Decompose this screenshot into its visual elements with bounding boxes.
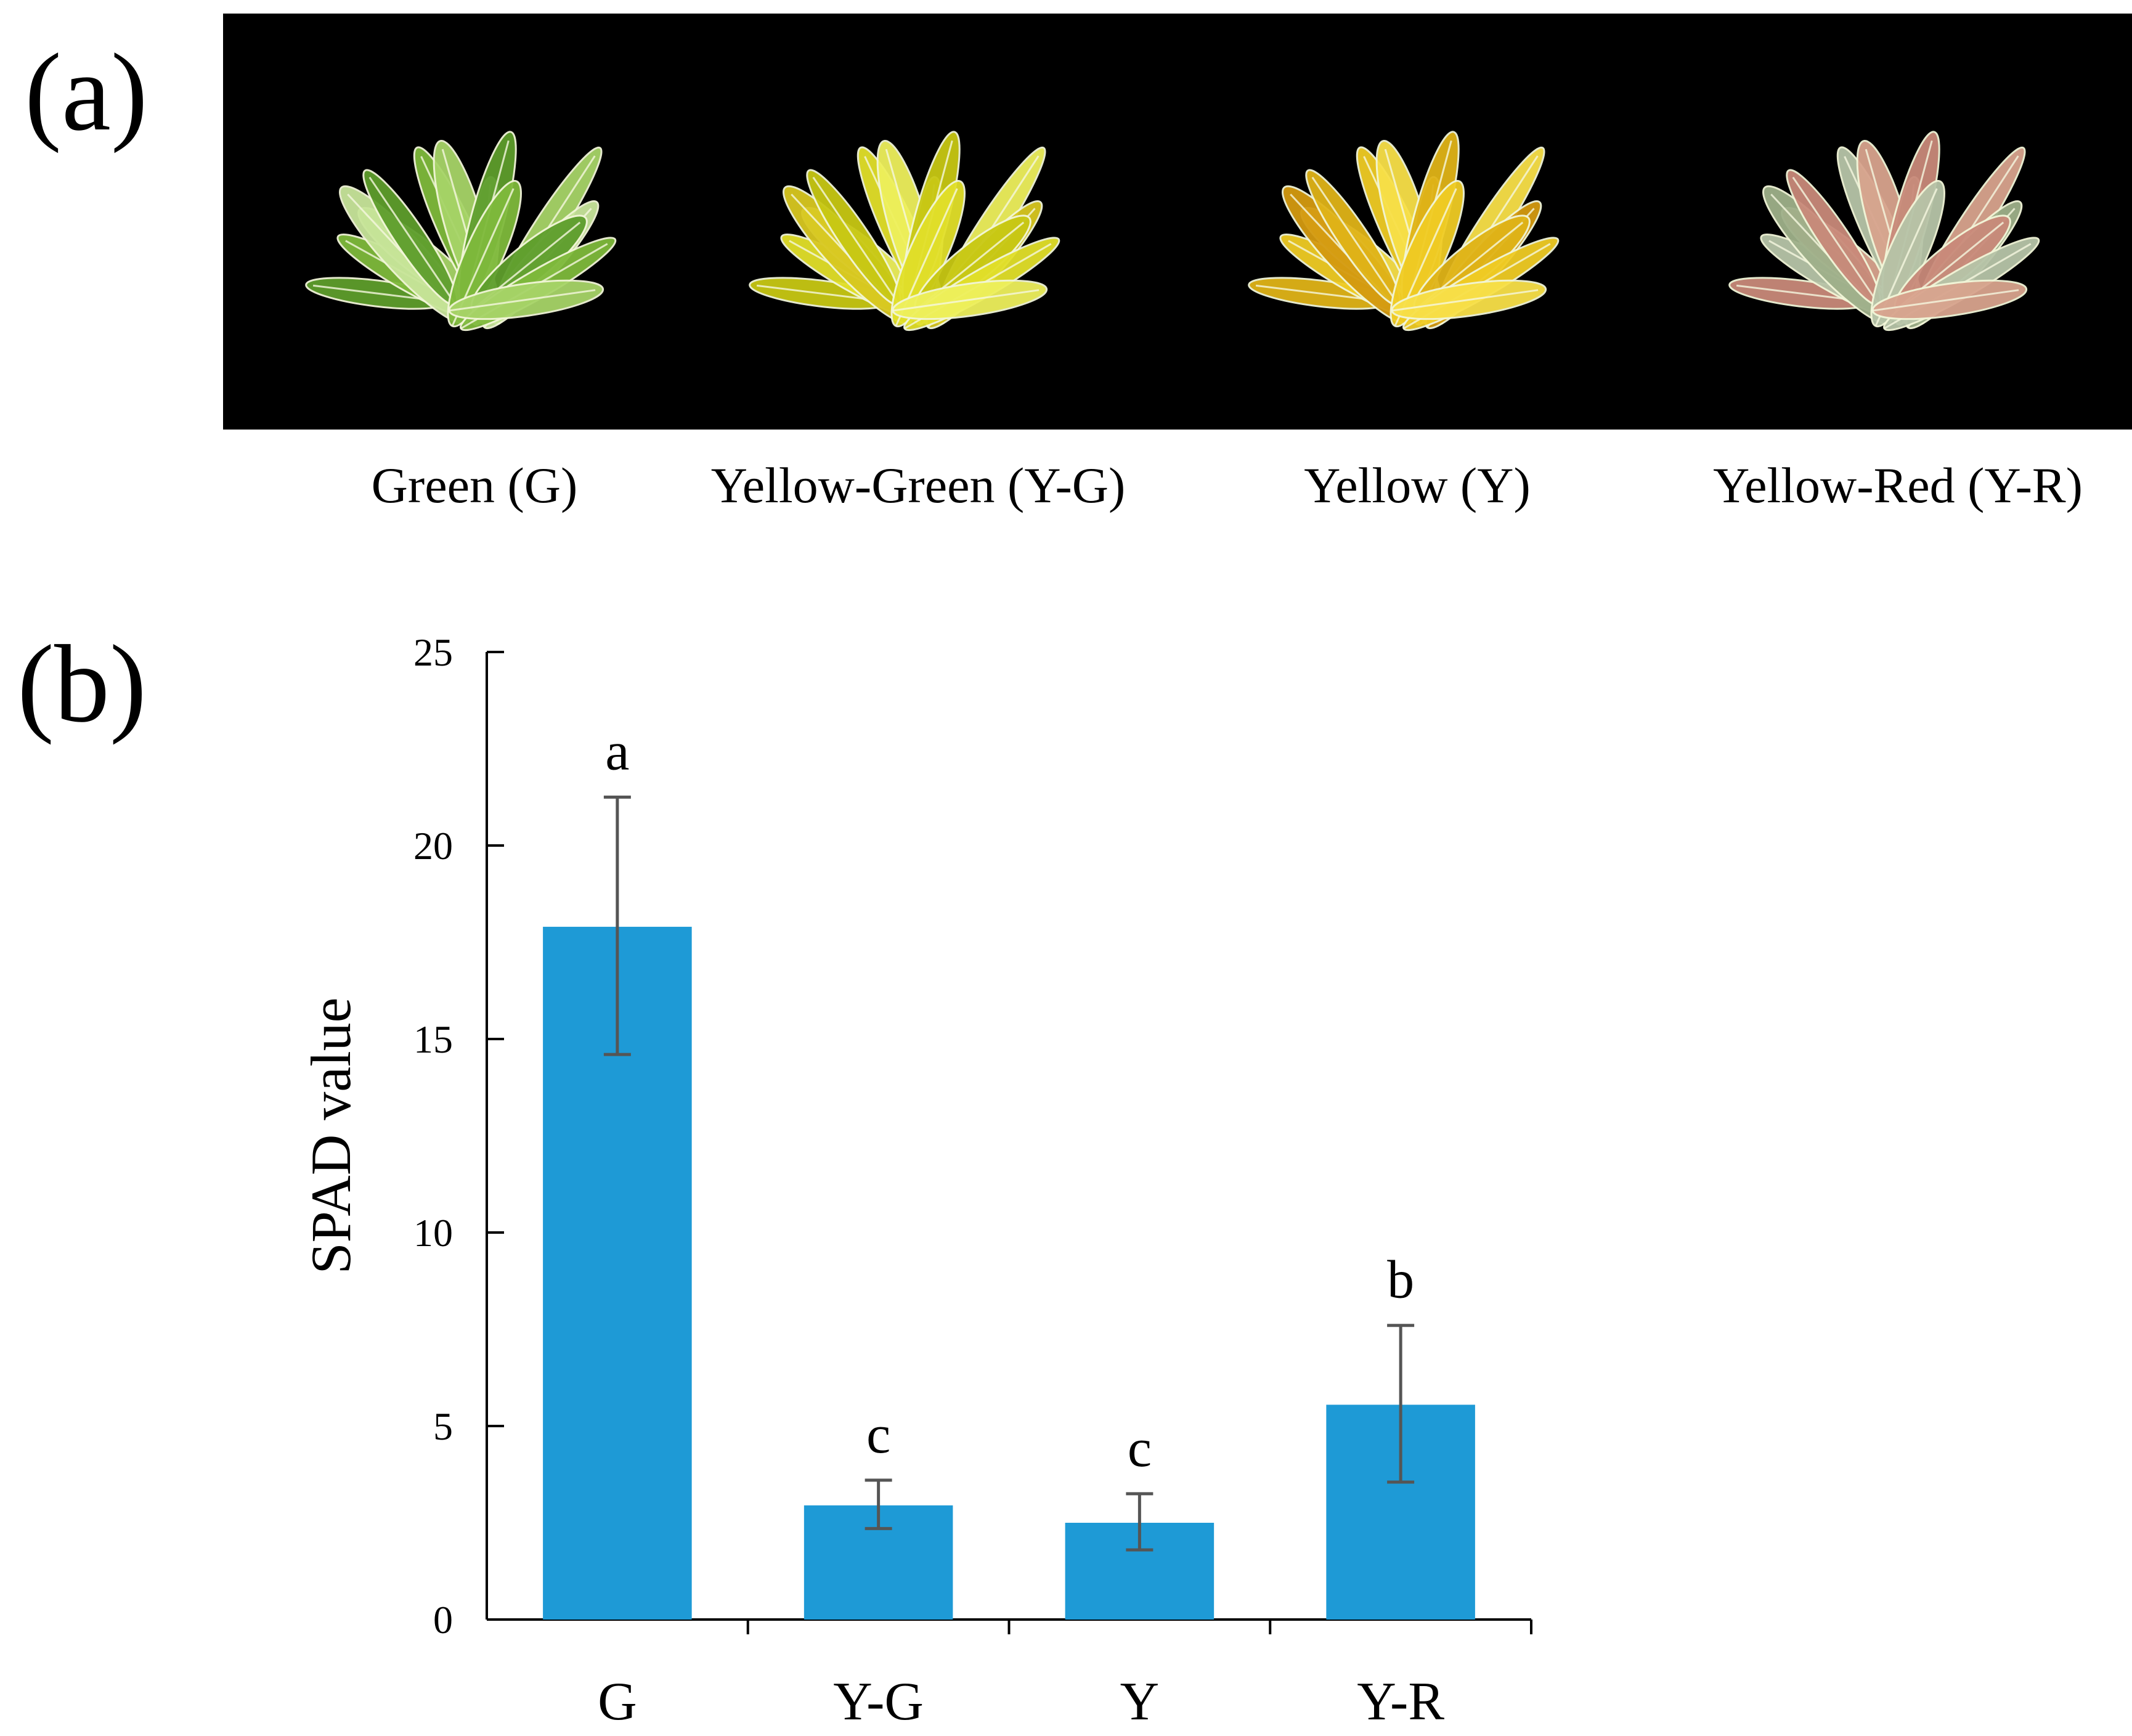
photo-caption-4: Yellow-Red (Y-R) [1713, 457, 2083, 513]
significance-letter: b [1387, 1250, 1414, 1310]
x-tick-label: Y-R [1357, 1672, 1444, 1732]
photo-captions: Green (G) Yellow-Green (Y-G) Yellow (Y) Yel… [372, 457, 2083, 513]
significance-letter: c [866, 1405, 890, 1465]
leaf-vein [892, 289, 1040, 312]
leaf-cluster-4 [1728, 131, 2040, 332]
panel-a-label: (a) [25, 31, 148, 153]
chart-y-ticks: 0 5 10 15 20 25 [413, 630, 504, 1642]
y-tick-label: 25 [413, 630, 453, 674]
x-tick-label: Y-G [833, 1672, 924, 1732]
significance-letter: a [605, 722, 629, 782]
x-tick-label: Y [1120, 1672, 1160, 1732]
y-tick-label: 20 [413, 824, 453, 868]
leaf-vein [1792, 176, 1880, 305]
leaf-vein [368, 176, 457, 305]
photo-caption-1: Green (G) [372, 457, 578, 513]
y-tick-label: 5 [433, 1404, 453, 1448]
y-tick-label: 10 [413, 1211, 453, 1255]
leaf-vein [449, 289, 596, 312]
significance-letter: c [1128, 1419, 1152, 1478]
photo-caption-3: Yellow (Y) [1304, 457, 1531, 513]
panel-b-label: (b) [17, 622, 147, 745]
chart-significance-letters: a c c b [605, 722, 1414, 1478]
leaf-vein [1872, 289, 2019, 312]
bar-chart: a c c b 0 5 10 15 20 25 G Y-G Y Y-R SPAD value [299, 630, 1532, 1732]
leaf-cluster-1 [305, 131, 617, 332]
chart-error-bars [603, 796, 1415, 1552]
leaf-cluster-3 [1248, 131, 1560, 332]
y-tick-label: 15 [413, 1017, 453, 1061]
chart-x-ticks: G Y-G Y Y-R [598, 1620, 1532, 1732]
x-tick-label: G [598, 1672, 637, 1732]
leaf-cluster-2 [749, 131, 1060, 332]
leaf-vein [1311, 176, 1399, 305]
leaf-vein [812, 176, 900, 305]
chart-bars [543, 926, 1475, 1620]
y-tick-label: 0 [433, 1598, 453, 1642]
leaf-photos [305, 131, 2040, 332]
leaf-vein [1391, 289, 1539, 312]
photo-caption-2: Yellow-Green (Y-G) [711, 457, 1126, 513]
y-axis-label: SPAD value [299, 998, 362, 1274]
